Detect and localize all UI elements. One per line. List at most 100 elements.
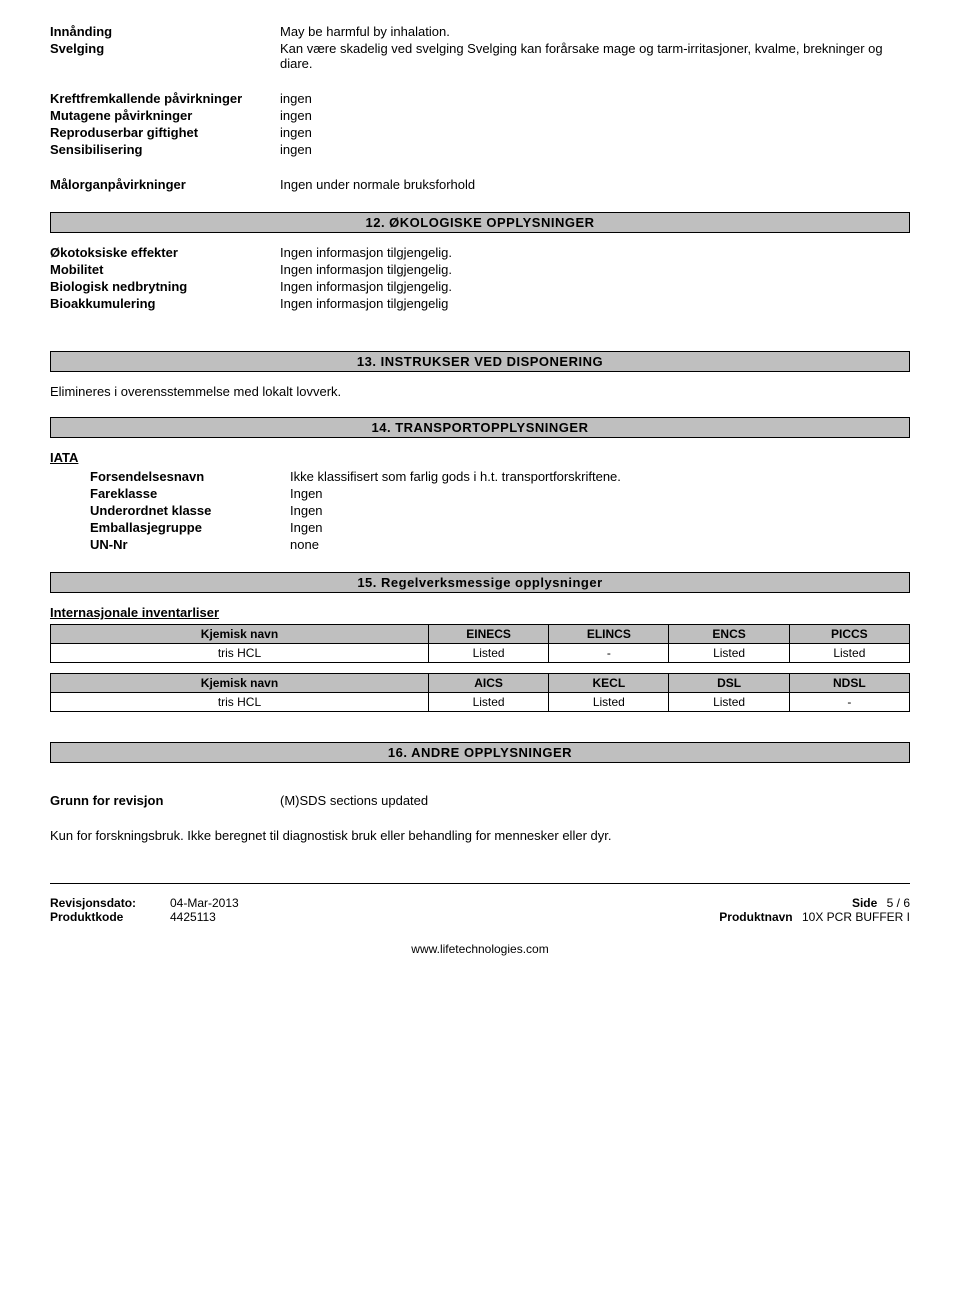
kv-label: Kreftfremkallende påvirkninger <box>50 91 280 106</box>
kv-row: Kreftfremkallende påvirkninger ingen <box>50 91 910 106</box>
effects-block: Kreftfremkallende påvirkninger ingen Mut… <box>50 91 910 157</box>
page-label: Side <box>852 896 877 910</box>
col-header: ENCS <box>669 625 789 644</box>
kv-label: Reproduserbar giftighet <box>50 125 280 140</box>
kv-row: Reproduserbar giftighet ingen <box>50 125 910 140</box>
inhalation-block: Innånding May be harmful by inhalation. … <box>50 24 910 71</box>
kv-label: Fareklasse <box>90 486 290 501</box>
kv-label: Mutagene påvirkninger <box>50 108 280 123</box>
table-row: tris HCL Listed - Listed Listed <box>51 644 910 663</box>
page-value: 5 / 6 <box>887 896 910 910</box>
cell: - <box>549 644 669 663</box>
section-13-header: 13. INSTRUKSER VED DISPONERING <box>50 351 910 372</box>
footer-row-2: Produktkode 4425113 Produktnavn 10X PCR … <box>50 910 910 924</box>
footer-right: Side 5 / 6 <box>852 896 910 910</box>
revision-date-label: Revisjonsdato: <box>50 896 170 910</box>
cell: Listed <box>428 644 548 663</box>
sec14-block: Forsendelsesnavn Ikke klassifisert som f… <box>50 469 910 552</box>
revision-date-value: 04-Mar-2013 <box>170 896 239 910</box>
inventory-table-1: Kjemisk navn EINECS ELINCS ENCS PICCS tr… <box>50 624 910 663</box>
table-header-row: Kjemisk navn AICS KECL DSL NDSL <box>51 674 910 693</box>
kv-value: Ingen informasjon tilgjengelig. <box>280 262 910 277</box>
kv-label: Målorganpåvirkninger <box>50 177 280 192</box>
kv-value: Ingen informasjon tilgjengelig. <box>280 245 910 260</box>
kv-row: Svelging Kan være skadelig ved svelging … <box>50 41 910 71</box>
kv-row: Målorganpåvirkninger Ingen under normale… <box>50 177 910 192</box>
kv-value: Ingen under normale bruksforhold <box>280 177 910 192</box>
kv-row: Økotoksiske effekter Ingen informasjon t… <box>50 245 910 260</box>
kv-value: ingen <box>280 91 910 106</box>
kv-row: Emballasjegruppe Ingen <box>90 520 910 535</box>
footer-left: Produktkode 4425113 <box>50 910 216 924</box>
inventory-table-2: Kjemisk navn AICS KECL DSL NDSL tris HCL… <box>50 673 910 712</box>
kv-row: Sensibilisering ingen <box>50 142 910 157</box>
kv-value: Ingen informasjon tilgjengelig <box>280 296 910 311</box>
col-header: Kjemisk navn <box>51 625 429 644</box>
sec12-block: Økotoksiske effekter Ingen informasjon t… <box>50 245 910 311</box>
kv-label: Svelging <box>50 41 280 56</box>
kv-row: Mutagene påvirkninger ingen <box>50 108 910 123</box>
col-header: KECL <box>549 674 669 693</box>
kv-value: Kan være skadelig ved svelging Svelging … <box>280 41 910 71</box>
section-15-header: 15. Regelverksmessige opplysninger <box>50 572 910 593</box>
kv-label: Grunn for revisjon <box>50 793 280 808</box>
kv-label: Innånding <box>50 24 280 39</box>
cell: - <box>789 693 909 712</box>
product-code-value: 4425113 <box>170 910 216 924</box>
cell: Listed <box>549 693 669 712</box>
kv-value: (M)SDS sections updated <box>280 793 910 808</box>
kv-row: Mobilitet Ingen informasjon tilgjengelig… <box>50 262 910 277</box>
cell: Listed <box>669 644 789 663</box>
kv-row: Fareklasse Ingen <box>90 486 910 501</box>
kv-label: Forsendelsesnavn <box>90 469 290 484</box>
sec16-block: Grunn for revisjon (M)SDS sections updat… <box>50 793 910 808</box>
section-16-header: 16. ANDRE OPPLYSNINGER <box>50 742 910 763</box>
kv-value: Ingen <box>290 503 910 518</box>
product-code-label: Produktkode <box>50 910 170 924</box>
kv-label: Biologisk nedbrytning <box>50 279 280 294</box>
cell: tris HCL <box>51 693 429 712</box>
footer-url: www.lifetechnologies.com <box>50 942 910 956</box>
kv-value: ingen <box>280 108 910 123</box>
kv-row: Innånding May be harmful by inhalation. <box>50 24 910 39</box>
kv-label: Emballasjegruppe <box>90 520 290 535</box>
kv-label: Underordnet klasse <box>90 503 290 518</box>
cell: Listed <box>428 693 548 712</box>
kv-value: Ikke klassifisert som farlig gods i h.t.… <box>290 469 910 484</box>
product-name-value: 10X PCR BUFFER I <box>802 910 910 924</box>
col-header: AICS <box>428 674 548 693</box>
col-header: ELINCS <box>549 625 669 644</box>
inventory-heading: Internasjonale inventarliser <box>50 605 910 620</box>
kv-value: Ingen <box>290 486 910 501</box>
kv-label: Sensibilisering <box>50 142 280 157</box>
col-header: Kjemisk navn <box>51 674 429 693</box>
col-header: EINECS <box>428 625 548 644</box>
col-header: DSL <box>669 674 789 693</box>
cell: tris HCL <box>51 644 429 663</box>
kv-row: UN-Nr none <box>90 537 910 552</box>
table-row: tris HCL Listed Listed Listed - <box>51 693 910 712</box>
kv-value: Ingen informasjon tilgjengelig. <box>280 279 910 294</box>
cell: Listed <box>669 693 789 712</box>
kv-label: UN-Nr <box>90 537 290 552</box>
footer-divider <box>50 883 910 884</box>
kv-label: Mobilitet <box>50 262 280 277</box>
kv-value: May be harmful by inhalation. <box>280 24 910 39</box>
section-14-header: 14. TRANSPORTOPPLYSNINGER <box>50 417 910 438</box>
footer-left: Revisjonsdato: 04-Mar-2013 <box>50 896 239 910</box>
sec13-body: Elimineres i overensstemmelse med lokalt… <box>50 384 910 399</box>
kv-row: Bioakkumulering Ingen informasjon tilgje… <box>50 296 910 311</box>
target-block: Målorganpåvirkninger Ingen under normale… <box>50 177 910 192</box>
product-name-label: Produktnavn <box>719 910 792 924</box>
section-12-header: 12. ØKOLOGISKE OPPLYSNINGER <box>50 212 910 233</box>
kv-row: Biologisk nedbrytning Ingen informasjon … <box>50 279 910 294</box>
col-header: PICCS <box>789 625 909 644</box>
kv-value: Ingen <box>290 520 910 535</box>
footer-right: Produktnavn 10X PCR BUFFER I <box>719 910 910 924</box>
kv-label: Bioakkumulering <box>50 296 280 311</box>
cell: Listed <box>789 644 909 663</box>
kv-value: none <box>290 537 910 552</box>
footer-row-1: Revisjonsdato: 04-Mar-2013 Side 5 / 6 <box>50 896 910 910</box>
kv-label: Økotoksiske effekter <box>50 245 280 260</box>
col-header: NDSL <box>789 674 909 693</box>
